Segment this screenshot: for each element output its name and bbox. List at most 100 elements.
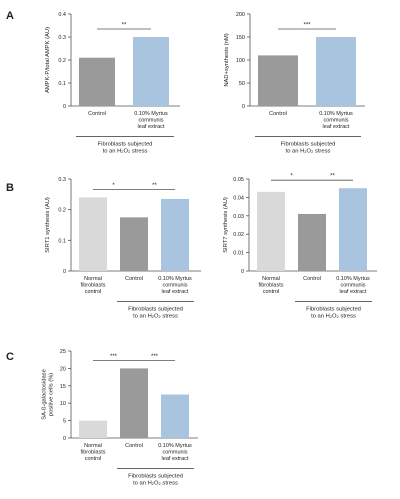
bar <box>120 368 148 438</box>
bar <box>258 55 298 106</box>
y-tick-label: 0 <box>241 269 244 275</box>
y-tick-label: 0 <box>63 269 66 275</box>
category-label: 0.10% Myrtus <box>158 443 192 449</box>
category-label: leaf extract <box>138 124 165 130</box>
category-label: Control <box>125 443 143 449</box>
y-tick-label: 20 <box>60 366 66 372</box>
y-tick-label: 0 <box>63 436 66 442</box>
category-label: 0.10% Myrtus <box>319 111 353 117</box>
y-tick-label: 0.02 <box>233 232 244 238</box>
chart-b1: 0 0.1 0.2 0.3 SIRT1 synthesis (AU) Normalfibr… <box>45 177 201 320</box>
y-tick-label: 0.2 <box>58 58 66 64</box>
group-label: Fibroblasts subjected <box>98 142 153 148</box>
category-label: leaf extract <box>162 456 189 462</box>
bar <box>316 37 356 106</box>
y-tick-label: 0.3 <box>58 177 66 183</box>
group-label: Fibroblasts subjected <box>306 307 361 313</box>
bar <box>339 188 367 271</box>
y-tick-label: 0 <box>242 104 245 110</box>
group-label: to an H₂O₂ stress <box>133 314 178 320</box>
bar <box>298 213 326 271</box>
panel-label-b: B <box>6 182 14 194</box>
y-tick-label: 200 <box>236 12 245 18</box>
y-tick-label: 25 <box>60 349 66 355</box>
group-label: to an H₂O₂ stress <box>311 314 356 320</box>
group-label: Fibroblasts subjected <box>128 474 183 480</box>
y-axis-label: SIRT7 synthesis (AU) <box>223 197 229 253</box>
y-tick-label: 0.03 <box>233 214 244 220</box>
category-label: Control <box>303 276 321 282</box>
bar <box>79 197 107 271</box>
group-label: to an H₂O₂ stress <box>103 149 148 155</box>
category-label: fibroblasts <box>258 283 283 289</box>
y-tick-label: 0.2 <box>58 208 66 214</box>
chart-a2: 0 50 100 150 200 NAD+synthesis (nM) Control 0.1… <box>224 12 365 155</box>
category-label: leaf extract <box>323 124 350 130</box>
bar <box>161 198 189 271</box>
significance-label: * <box>290 174 293 180</box>
y-tick-label: 0.3 <box>58 35 66 41</box>
y-axis-label: AMPK-P/total AMPK (AU) <box>45 27 51 93</box>
chart-c1: 0 5 10 15 20 25 SA-ß-galactosidase positive cel… <box>42 349 198 487</box>
category-label: communis <box>138 118 163 124</box>
group-label: Fibroblasts subjected <box>281 142 336 148</box>
chart-a1: 0 0.1 0.2 0.3 0.4 AMPK-P/total AMPK (AU) Contr… <box>45 12 180 155</box>
y-tick-label: 100 <box>236 58 245 64</box>
category-label: communis <box>323 118 348 124</box>
category-label: communis <box>162 450 187 456</box>
y-tick-label: 0 <box>63 104 66 110</box>
bar <box>257 191 285 271</box>
significance-label: ** <box>330 174 335 180</box>
y-tick-label: 0.1 <box>58 238 66 244</box>
category-label: fibroblasts <box>80 283 105 289</box>
y-tick-label: 0.1 <box>58 81 66 87</box>
category-label: leaf extract <box>340 289 367 295</box>
significance-label: * <box>112 183 115 189</box>
category-label: fibroblasts <box>80 450 105 456</box>
category-label: Normal <box>84 443 102 449</box>
category-label: control <box>85 456 102 462</box>
bar <box>120 217 148 271</box>
category-label: control <box>85 289 102 295</box>
category-label: 0.10% Myrtus <box>158 276 192 282</box>
significance-label: *** <box>151 354 159 360</box>
y-axis-label: positive cells (%) <box>49 373 55 417</box>
panel-label-c: C <box>6 351 14 363</box>
y-tick-label: 50 <box>239 81 245 87</box>
y-axis-label: NAD+synthesis (nM) <box>224 33 230 86</box>
bar <box>133 37 169 106</box>
y-tick-label: 0.4 <box>58 12 66 18</box>
significance-label: ** <box>152 183 157 189</box>
panel-label-a: A <box>6 10 14 22</box>
y-tick-label: 0.01 <box>233 251 244 257</box>
category-label: Control <box>269 111 287 117</box>
significance-label: *** <box>110 354 118 360</box>
category-label: 0.10% Myrtus <box>336 276 370 282</box>
category-label: communis <box>162 283 187 289</box>
bar <box>161 394 189 438</box>
group-label: Fibroblasts subjected <box>128 307 183 313</box>
category-label: communis <box>340 283 365 289</box>
y-tick-label: 5 <box>63 419 66 425</box>
y-axis-label: SIRT1 synthesis (AU) <box>45 197 51 253</box>
category-label: Normal <box>84 276 102 282</box>
group-label: to an H₂O₂ stress <box>133 481 178 487</box>
y-tick-label: 15 <box>60 384 66 390</box>
bar <box>79 57 115 106</box>
category-label: 0.10% Myrtus <box>134 111 168 117</box>
category-label: Normal <box>262 276 280 282</box>
y-tick-label: 0.04 <box>233 195 244 201</box>
bar <box>79 420 107 438</box>
category-label: Control <box>125 276 143 282</box>
category-label: leaf extract <box>162 289 189 295</box>
category-label: Control <box>88 111 106 117</box>
group-label: to an H₂O₂ stress <box>286 149 331 155</box>
category-label: control <box>263 289 280 295</box>
y-tick-label: 10 <box>60 401 66 407</box>
y-tick-label: 0.05 <box>233 177 244 183</box>
significance-label: ** <box>122 23 127 29</box>
y-axis-label: SA-ß-galactosidase <box>42 369 48 420</box>
chart-b2: 0 0.01 0.02 0.03 0.04 0.05 SIRT7 synthesis (AU… <box>223 174 377 320</box>
significance-label: *** <box>303 23 311 29</box>
